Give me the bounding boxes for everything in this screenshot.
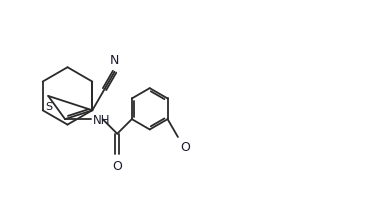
Text: O: O	[112, 159, 122, 172]
Text: O: O	[180, 141, 190, 153]
Text: NH: NH	[93, 113, 110, 126]
Text: N: N	[110, 53, 119, 67]
Text: S: S	[45, 101, 53, 111]
